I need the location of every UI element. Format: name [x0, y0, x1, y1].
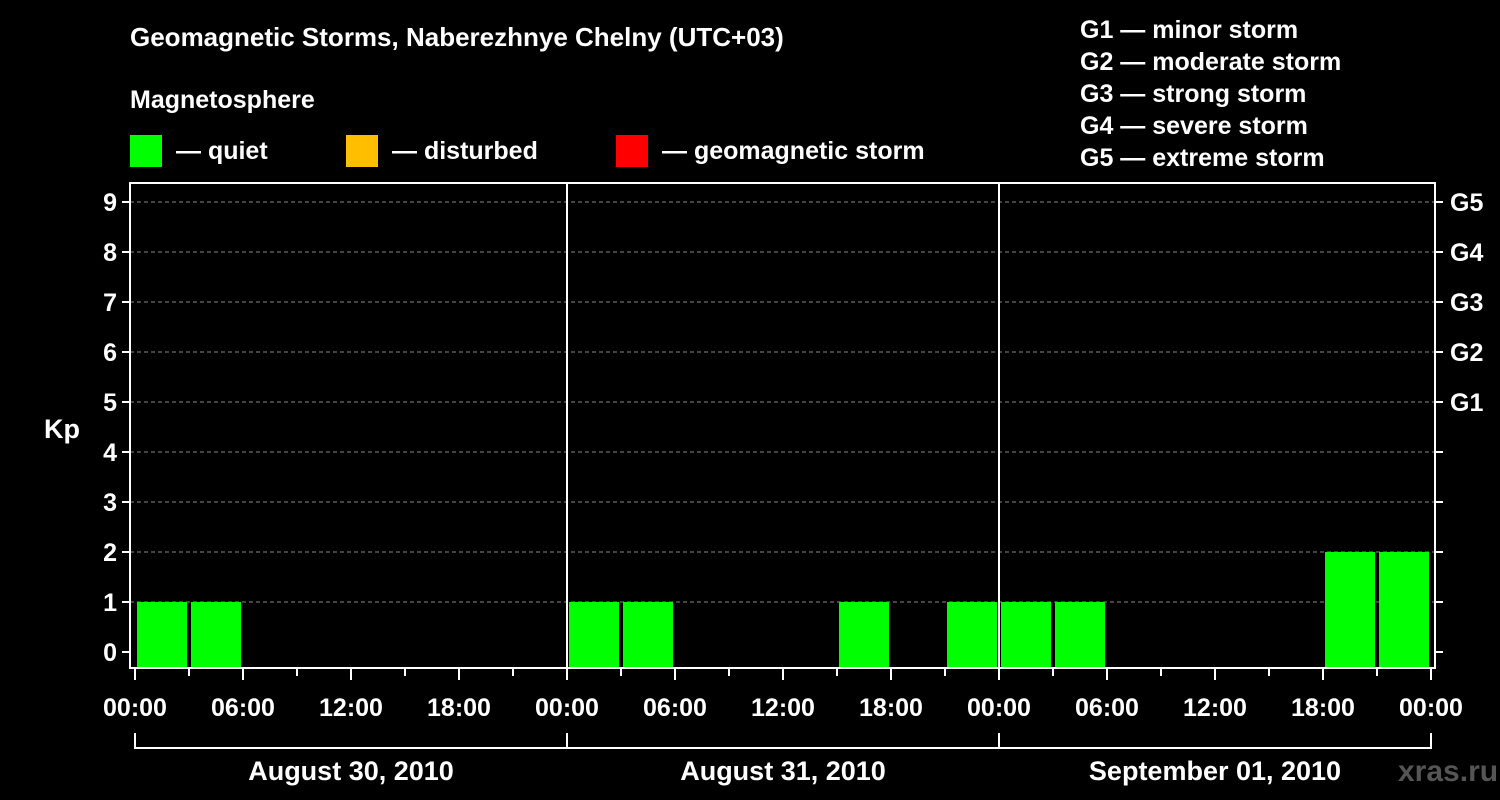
y-tick-label-5: 5 — [103, 389, 117, 417]
kp-bar-1 — [137, 602, 187, 667]
y-tick-label-6: 6 — [103, 339, 117, 367]
storm-level-label-g4: G4 — [1450, 239, 1483, 267]
x-tick-label-6: 12:00 — [751, 694, 815, 722]
kp-bar-23 — [1325, 552, 1375, 667]
day-label-2: August 31, 2010 — [680, 756, 886, 786]
chart-title: Geomagnetic Storms, Naberezhnye Chelny (… — [130, 22, 784, 52]
y-tick-label-0: 0 — [103, 639, 117, 667]
x-tick-label-11: 18:00 — [1291, 694, 1355, 722]
watermark: xras.ru — [1398, 755, 1499, 788]
legend-label-storm: — geomagnetic storm — [662, 136, 925, 165]
kp-bar-2 — [191, 602, 241, 667]
x-tick-label-10: 12:00 — [1183, 694, 1247, 722]
x-tick-label-2: 12:00 — [319, 694, 383, 722]
kp-bar-14 — [839, 602, 889, 667]
storm-scale-g1: G1 — minor storm — [1080, 16, 1299, 44]
legend-label-disturbed: — disturbed — [392, 136, 538, 165]
storm-level-label-g1: G1 — [1450, 389, 1483, 417]
y-tick-label-8: 8 — [103, 239, 117, 267]
storm-level-label-g3: G3 — [1450, 289, 1483, 317]
storm-level-label-g2: G2 — [1450, 339, 1483, 367]
legend-item-storm: — geomagnetic storm — [616, 134, 925, 168]
legend-label-quiet: — quiet — [176, 136, 268, 165]
storm-swatch — [616, 135, 648, 167]
y-tick-label-3: 3 — [103, 489, 117, 517]
x-tick-label-5: 06:00 — [643, 694, 707, 722]
day-label-1: August 30, 2010 — [248, 756, 454, 786]
x-tick-label-12: 00:00 — [1399, 694, 1463, 722]
plot-frame — [129, 182, 1436, 669]
storm-scale-g4: G4 — severe storm — [1080, 112, 1308, 140]
y-axis-label: Kp — [44, 414, 80, 444]
quiet-swatch — [130, 135, 162, 167]
storm-level-label-g5: G5 — [1450, 189, 1483, 217]
storm-scale-list: G1 — minor storm G2 — moderate storm G3 … — [1080, 14, 1341, 174]
y-tick-label-2: 2 — [103, 539, 117, 567]
x-tick-label-3: 18:00 — [427, 694, 491, 722]
kp-bar-16 — [947, 602, 997, 667]
day-label-3: September 01, 2010 — [1089, 756, 1341, 786]
y-tick-label-1: 1 — [103, 589, 117, 617]
y-tick-label-4: 4 — [103, 439, 117, 467]
storm-scale-g3: G3 — strong storm — [1080, 80, 1307, 108]
legend-item-quiet: — quiet — [130, 134, 268, 168]
kp-bar-17 — [1001, 602, 1051, 667]
legend-item-disturbed: — disturbed — [346, 134, 538, 168]
x-tick-label-8: 00:00 — [967, 694, 1031, 722]
disturbed-swatch — [346, 135, 378, 167]
storm-scale-g5: G5 — extreme storm — [1080, 144, 1325, 172]
x-tick-label-0: 00:00 — [103, 694, 167, 722]
x-tick-label-9: 06:00 — [1075, 694, 1139, 722]
kp-bar-9 — [569, 602, 619, 667]
storm-scale-g2: G2 — moderate storm — [1080, 48, 1342, 76]
kp-bar-18 — [1055, 602, 1105, 667]
kp-bar-24 — [1379, 552, 1429, 667]
x-tick-label-4: 00:00 — [535, 694, 599, 722]
legend-heading: Magnetosphere — [130, 86, 315, 114]
y-tick-label-9: 9 — [103, 189, 117, 217]
x-tick-label-7: 18:00 — [859, 694, 923, 722]
kp-bar-10 — [623, 602, 673, 667]
x-tick-label-1: 06:00 — [211, 694, 275, 722]
y-tick-label-7: 7 — [103, 289, 117, 317]
